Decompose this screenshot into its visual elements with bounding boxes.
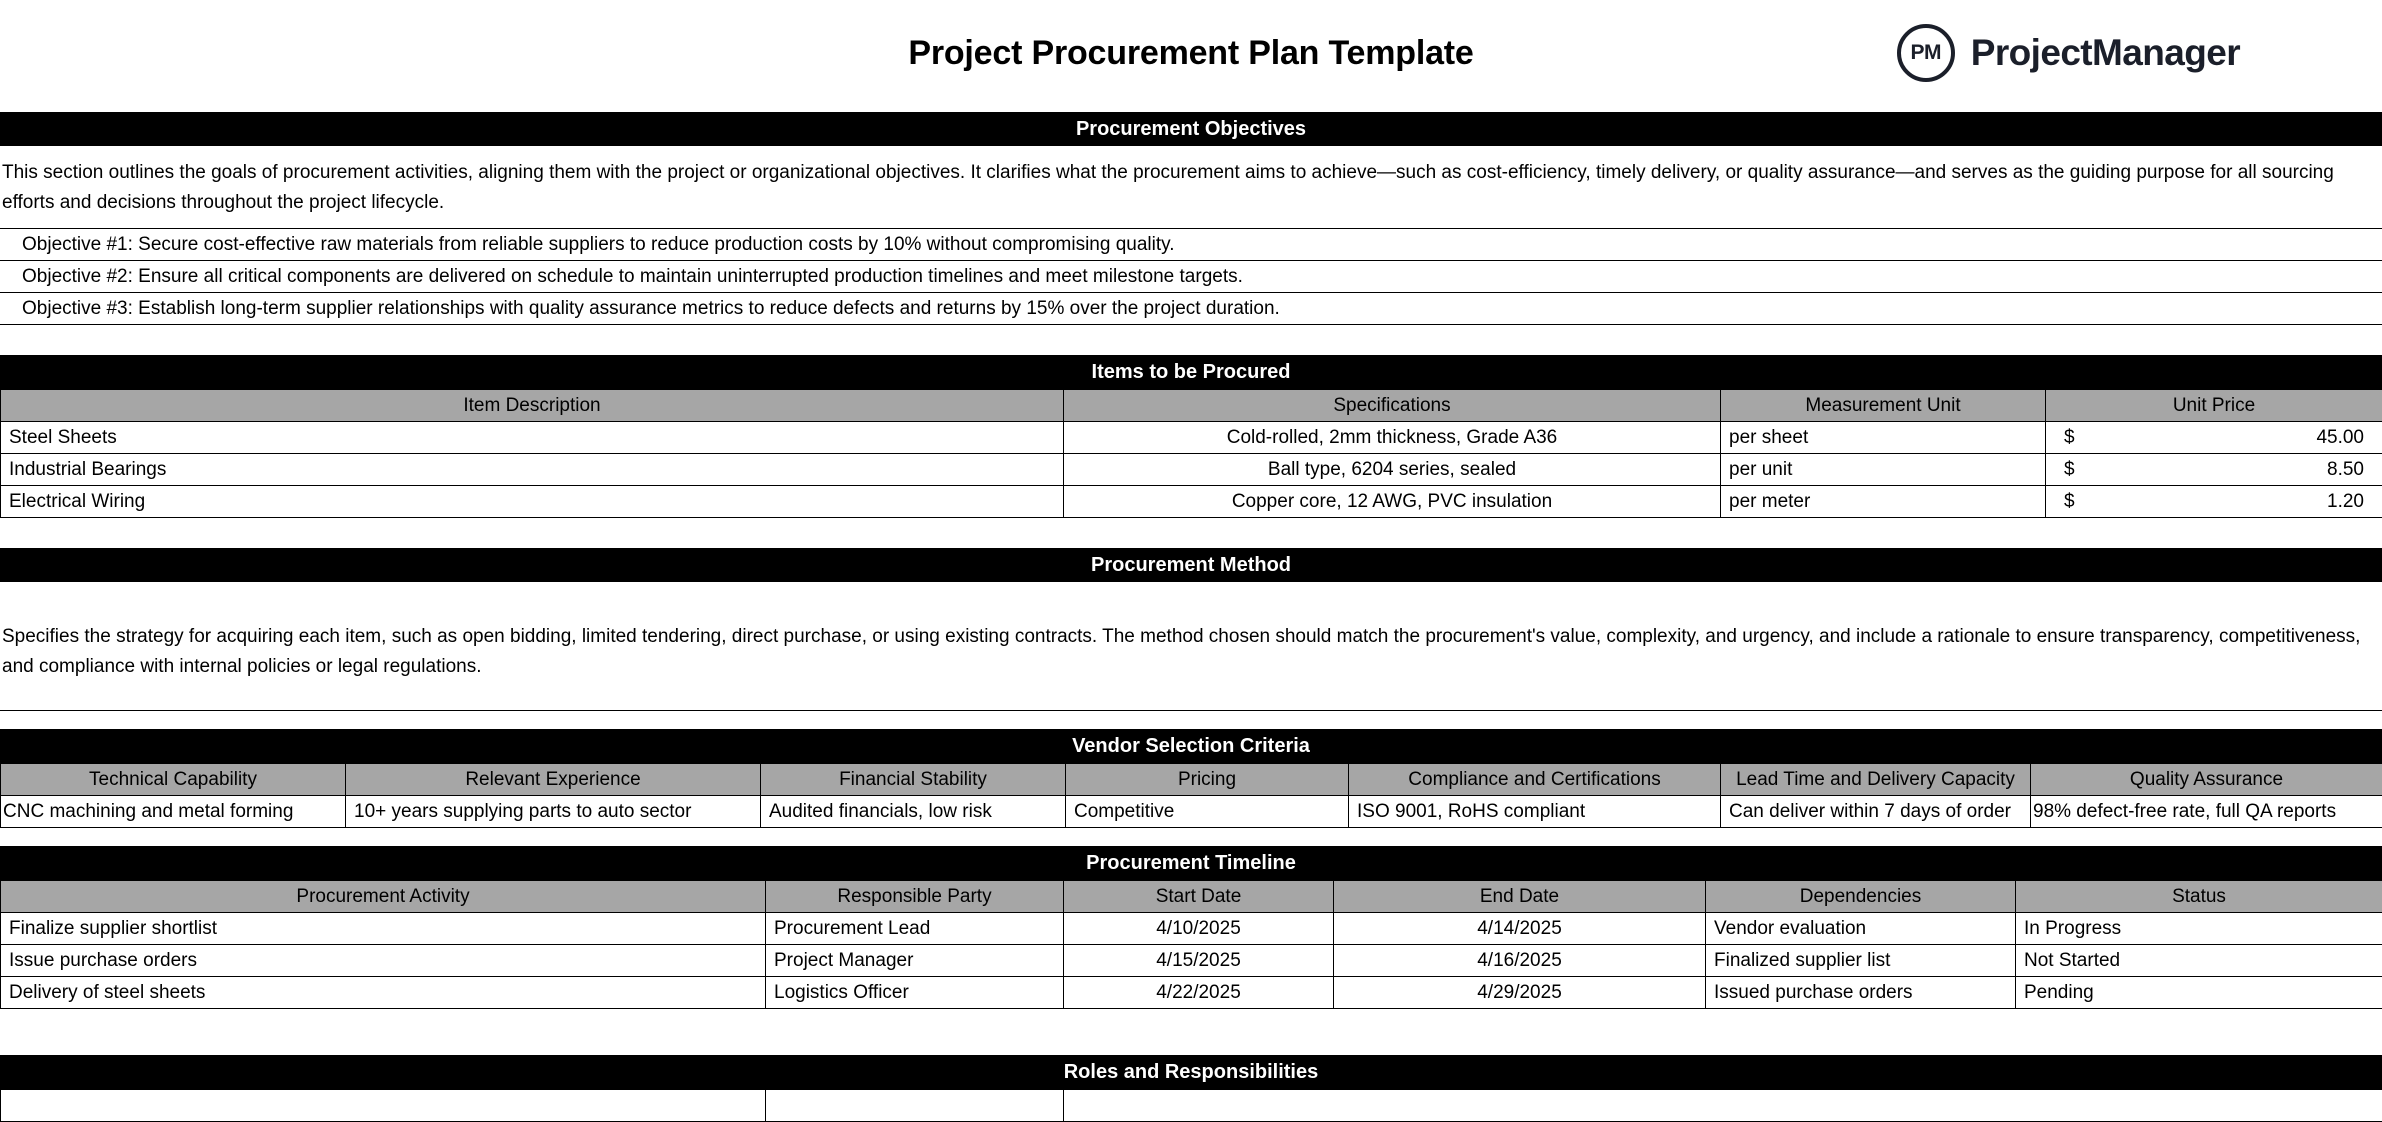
cell-end-date: 4/14/2025 xyxy=(1334,913,1706,945)
cell-measurement-unit: per sheet xyxy=(1721,422,2046,454)
cell-activity: Delivery of steel sheets xyxy=(1,977,766,1009)
column-header-status: Status xyxy=(2016,881,2382,913)
table-header-row: Technical Capability Relevant Experience… xyxy=(1,764,2382,796)
column-header-financial-stability: Financial Stability xyxy=(761,764,1066,796)
cell-specifications: Copper core, 12 AWG, PVC insulation xyxy=(1064,486,1721,518)
section-band-vendor-selection-criteria: Vendor Selection Criteria xyxy=(0,729,2382,763)
column-header-responsible-party: Responsible Party xyxy=(766,881,1064,913)
table-row: Finalize supplier shortlist Procurement … xyxy=(1,913,2382,945)
table-row: Steel Sheets Cold-rolled, 2mm thickness,… xyxy=(1,422,2382,454)
column-header-quality-assurance: Quality Assurance xyxy=(2031,764,2382,796)
cell-technical-capability: CNC machining and metal forming xyxy=(1,796,346,828)
column-header-dependencies: Dependencies xyxy=(1706,881,2016,913)
cell-relevant-experience: 10+ years supplying parts to auto sector xyxy=(346,796,761,828)
column-header-compliance-and-certifications: Compliance and Certifications xyxy=(1349,764,1721,796)
procurement-objectives-list: Objective #1: Secure cost-effective raw … xyxy=(0,228,2382,325)
currency-symbol: $ xyxy=(2064,427,2075,449)
brand-name: ProjectManager xyxy=(1971,32,2240,74)
table-header-row: Procurement Activity Responsible Party S… xyxy=(1,881,2382,913)
column-header-start-date: Start Date xyxy=(1064,881,1334,913)
table-row xyxy=(1,1090,2382,1122)
unit-price-value: 45.00 xyxy=(2316,427,2364,449)
cell-dependencies: Finalized supplier list xyxy=(1706,945,2016,977)
cell-end-date: 4/29/2025 xyxy=(1334,977,1706,1009)
roles-and-responsibilities-table xyxy=(0,1089,2382,1122)
procurement-objectives-description: This section outlines the goals of procu… xyxy=(0,146,2382,228)
cell-measurement-unit: per meter xyxy=(1721,486,2046,518)
items-to-be-procured-table: Item Description Specifications Measurem… xyxy=(0,389,2382,518)
status-badge: Pending xyxy=(2016,977,2382,1009)
cell-activity: Finalize supplier shortlist xyxy=(1,913,766,945)
table-row: CNC machining and metal forming 10+ year… xyxy=(1,796,2382,828)
cell-quality-assurance: 98% defect-free rate, full QA reports xyxy=(2031,796,2382,828)
currency-symbol: $ xyxy=(2064,459,2075,481)
list-item: Objective #2: Ensure all critical compon… xyxy=(0,261,2382,293)
objective-text: Objective #2: Ensure all critical compon… xyxy=(0,261,2382,293)
cell-start-date: 4/22/2025 xyxy=(1064,977,1334,1009)
cell-pricing: Competitive xyxy=(1066,796,1349,828)
column-header-pricing: Pricing xyxy=(1066,764,1349,796)
cell-item-description: Industrial Bearings xyxy=(1,454,1064,486)
cell-start-date: 4/15/2025 xyxy=(1064,945,1334,977)
list-item: Objective #1: Secure cost-effective raw … xyxy=(0,229,2382,261)
cell-activity: Issue purchase orders xyxy=(1,945,766,977)
cell-dependencies: Vendor evaluation xyxy=(1706,913,2016,945)
list-item: Objective #3: Establish long-term suppli… xyxy=(0,293,2382,325)
document-header: Project Procurement Plan Template PM Pro… xyxy=(0,0,2382,112)
table-row: Issue purchase orders Project Manager 4/… xyxy=(1,945,2382,977)
cell-dependencies: Issued purchase orders xyxy=(1706,977,2016,1009)
cell-responsible-party: Project Manager xyxy=(766,945,1064,977)
table-row: Electrical Wiring Copper core, 12 AWG, P… xyxy=(1,486,2382,518)
column-header-item-description: Item Description xyxy=(1,390,1064,422)
column-header-unit-price: Unit Price xyxy=(2046,390,2382,422)
status-badge: Not Started xyxy=(2016,945,2382,977)
section-band-items-to-be-procured: Items to be Procured xyxy=(0,355,2382,389)
cell-compliance-and-certifications: ISO 9001, RoHS compliant xyxy=(1349,796,1721,828)
brand-logo: PM ProjectManager xyxy=(1897,24,2240,82)
cell-unit-price: $ 8.50 xyxy=(2046,454,2382,486)
column-header-procurement-activity: Procurement Activity xyxy=(1,881,766,913)
cell-notes xyxy=(1064,1090,2382,1122)
currency-symbol: $ xyxy=(2064,491,2075,513)
table-row: Industrial Bearings Ball type, 6204 seri… xyxy=(1,454,2382,486)
cell-lead-time-and-delivery-capacity: Can deliver within 7 days of order xyxy=(1721,796,2031,828)
section-band-procurement-objectives: Procurement Objectives xyxy=(0,112,2382,146)
cell-responsible-party: Procurement Lead xyxy=(766,913,1064,945)
table-row: Delivery of steel sheets Logistics Offic… xyxy=(1,977,2382,1009)
cell-item-description: Steel Sheets xyxy=(1,422,1064,454)
unit-price-value: 8.50 xyxy=(2327,459,2364,481)
cell-responsibility xyxy=(766,1090,1064,1122)
objective-text: Objective #1: Secure cost-effective raw … xyxy=(0,229,2382,261)
procurement-method-description: Specifies the strategy for acquiring eac… xyxy=(0,582,2382,692)
procurement-timeline-table: Procurement Activity Responsible Party S… xyxy=(0,880,2382,1009)
cell-responsible-party: Logistics Officer xyxy=(766,977,1064,1009)
section-band-procurement-method: Procurement Method xyxy=(0,548,2382,582)
column-header-lead-time-and-delivery-capacity: Lead Time and Delivery Capacity xyxy=(1721,764,2031,796)
cell-unit-price: $ 1.20 xyxy=(2046,486,2382,518)
table-header-row: Item Description Specifications Measurem… xyxy=(1,390,2382,422)
status-badge: In Progress xyxy=(2016,913,2382,945)
column-header-relevant-experience: Relevant Experience xyxy=(346,764,761,796)
project-manager-circle-icon: PM xyxy=(1897,24,1955,82)
cell-specifications: Ball type, 6204 series, sealed xyxy=(1064,454,1721,486)
section-band-roles-and-responsibilities: Roles and Responsibilities xyxy=(0,1055,2382,1089)
cell-role xyxy=(1,1090,766,1122)
cell-start-date: 4/10/2025 xyxy=(1064,913,1334,945)
cell-end-date: 4/16/2025 xyxy=(1334,945,1706,977)
objective-text: Objective #3: Establish long-term suppli… xyxy=(0,293,2382,325)
section-band-procurement-timeline: Procurement Timeline xyxy=(0,846,2382,880)
cell-financial-stability: Audited financials, low risk xyxy=(761,796,1066,828)
column-header-measurement-unit: Measurement Unit xyxy=(1721,390,2046,422)
unit-price-value: 1.20 xyxy=(2327,491,2364,513)
cell-specifications: Cold-rolled, 2mm thickness, Grade A36 xyxy=(1064,422,1721,454)
cell-item-description: Electrical Wiring xyxy=(1,486,1064,518)
column-header-technical-capability: Technical Capability xyxy=(1,764,346,796)
cell-unit-price: $ 45.00 xyxy=(2046,422,2382,454)
column-header-end-date: End Date xyxy=(1334,881,1706,913)
cell-measurement-unit: per unit xyxy=(1721,454,2046,486)
column-header-specifications: Specifications xyxy=(1064,390,1721,422)
vendor-selection-criteria-table: Technical Capability Relevant Experience… xyxy=(0,763,2382,828)
